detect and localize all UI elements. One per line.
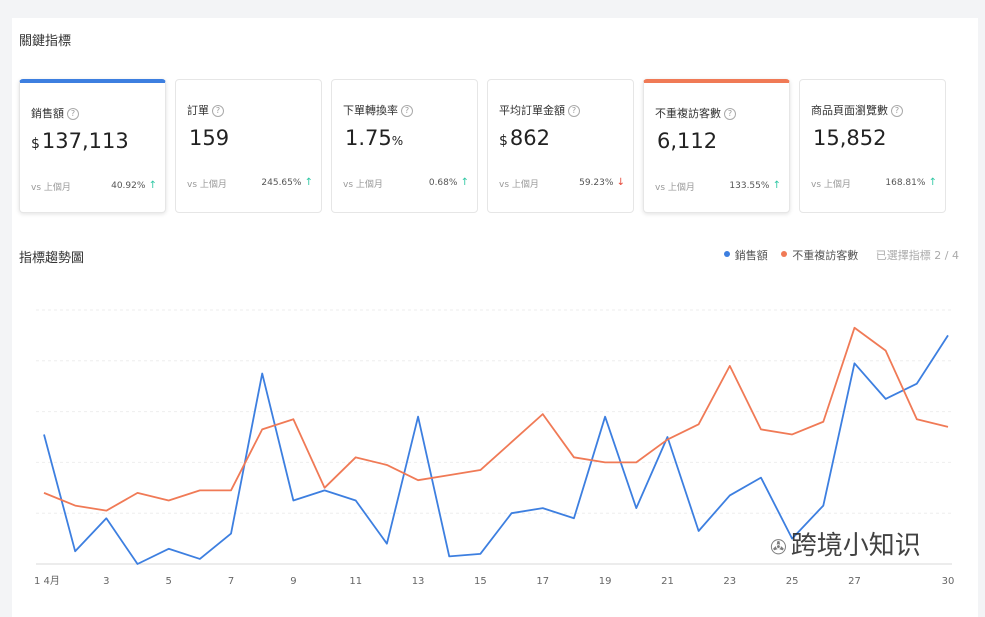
legend-dot-icon [723,251,730,257]
card-compare-label: vs 上個月 [499,180,539,190]
legend-label: 不重複訪客數 [792,249,859,262]
legend-dot-icon [781,251,788,257]
metric-card[interactable]: 訂單? 159 vs 上個月 245.65% ↑ [175,79,322,213]
trend-title: 指標趨勢圖 [19,251,85,266]
card-change: 168.81% ↑ [885,177,937,188]
card-change: 245.65% ↑ [261,177,313,188]
legend-item-sales[interactable]: 銷售額 [723,249,768,262]
x-tick-label: 19 [599,576,612,587]
x-tick-label: 25 [786,576,799,587]
help-icon[interactable]: ? [891,105,903,117]
metric-card[interactable]: 不重複訪客數? 6,112 vs 上個月 133.55% ↑ [643,79,790,213]
card-value: 15,852 [813,126,887,150]
watermark-text: 跨境小知识 [790,531,921,561]
series-line-visitors [43,326,949,512]
metric-card[interactable]: 下單轉換率? 1.75% vs 上個月 0.68% ↑ [331,79,478,213]
card-label: 平均訂單金額? [499,102,580,118]
card-label: 訂單? [187,102,224,118]
card-value: 159 [189,126,230,150]
card-value: $137,113 [31,129,129,153]
x-tick-label: 15 [474,576,487,587]
selected-count: 已選擇指標 2 / 4 [875,249,959,262]
card-label: 銷售額? [31,105,79,121]
metric-card[interactable]: 銷售額? $137,113 vs 上個月 40.92% ↑ [19,79,166,213]
x-tick-label: 30 [942,576,955,587]
wechat-icon: ✇ [770,535,787,559]
watermark: ✇ 跨境小知识 [770,525,921,562]
help-icon[interactable]: ? [724,108,736,120]
metric-cards: 銷售額? $137,113 vs 上個月 40.92% ↑ 訂單? 159 vs 上個月 24… [19,79,951,215]
card-compare-label: vs 上個月 [187,180,227,190]
arrow-up-icon: ↑ [145,180,157,191]
help-icon[interactable]: ? [401,105,413,117]
section-title: 關鍵指標 [19,34,72,49]
x-tick-label: 3 [103,576,109,587]
card-change: 133.55% ↑ [729,180,781,191]
chart-legend: 銷售額 不重複訪客數 已選擇指標 2 / 4 [714,247,959,263]
card-label: 下單轉換率? [343,102,413,118]
arrow-up-icon: ↑ [925,177,937,188]
x-tick-label: 23 [723,576,736,587]
card-label: 商品頁面瀏覽數? [811,102,903,118]
card-compare-label: vs 上個月 [343,180,383,190]
series-line-sales [43,334,949,565]
x-tick-label: 5 [166,576,172,587]
card-change: 40.92% ↑ [111,180,157,191]
x-tick-label: 7 [228,576,234,587]
arrow-down-icon: ↓ [613,177,625,188]
card-label: 不重複訪客數? [655,105,736,121]
help-icon[interactable]: ? [568,105,580,117]
card-compare-label: vs 上個月 [31,183,71,193]
card-value: 6,112 [657,129,718,153]
legend-item-visitors[interactable]: 不重複訪客數 [781,249,858,262]
legend-label: 銷售額 [734,249,768,262]
arrow-up-icon: ↑ [457,177,469,188]
x-tick-label: 11 [349,576,362,587]
arrow-up-icon: ↑ [769,180,781,191]
x-tick-label: 1 4月 [34,575,60,587]
card-compare-label: vs 上個月 [655,183,695,193]
card-value: $862 [499,126,551,150]
metric-card[interactable]: 商品頁面瀏覽數? 15,852 vs 上個月 168.81% ↑ [799,79,946,213]
x-tick-label: 27 [848,576,861,587]
help-icon[interactable]: ? [212,105,224,117]
arrow-up-icon: ↑ [301,177,313,188]
card-change: 0.68% ↑ [428,177,469,188]
x-tick-label: 13 [412,576,425,587]
card-compare-label: vs 上個月 [811,180,851,190]
card-change: 59.23% ↓ [579,177,625,188]
x-tick-label: 9 [290,576,296,587]
x-tick-label: 21 [661,576,674,587]
x-tick-label: 17 [536,576,549,587]
help-icon[interactable]: ? [67,108,79,120]
metric-card[interactable]: 平均訂單金額? $862 vs 上個月 59.23% ↓ [487,79,634,213]
card-value: 1.75% [345,126,404,150]
